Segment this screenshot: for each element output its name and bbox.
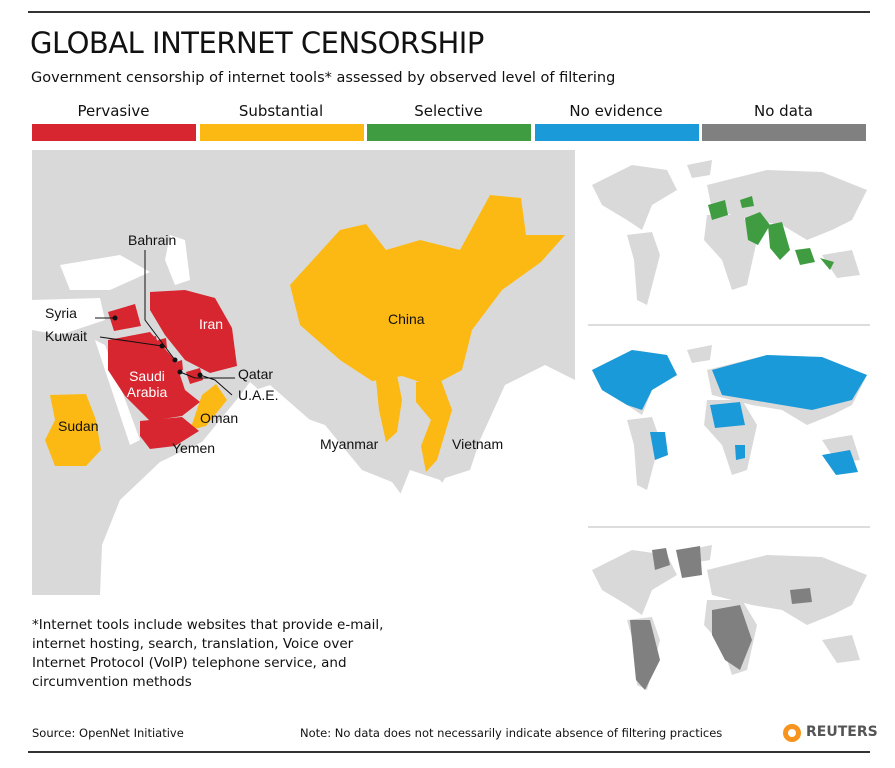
inset-region bbox=[820, 258, 834, 270]
inset-region bbox=[790, 588, 812, 604]
legend-swatch bbox=[32, 124, 196, 141]
country-shape bbox=[176, 360, 183, 370]
inset-region bbox=[710, 402, 745, 428]
country-shape bbox=[376, 370, 402, 442]
inset-region bbox=[795, 248, 815, 265]
legend-label: No data bbox=[754, 102, 813, 120]
inset-region bbox=[650, 432, 668, 460]
country-label: Saudi Arabia bbox=[126, 368, 168, 400]
country-shape bbox=[190, 384, 227, 430]
country-label: U.A.E. bbox=[238, 387, 279, 403]
inset-region bbox=[740, 196, 754, 208]
country-label: Qatar bbox=[238, 366, 274, 382]
legend-label: No evidence bbox=[569, 102, 663, 120]
country-label: Syria bbox=[45, 305, 77, 321]
inset-region bbox=[735, 445, 745, 460]
legend-label: Pervasive bbox=[77, 102, 150, 120]
country-shape bbox=[186, 368, 203, 384]
brand: REUTERS bbox=[806, 724, 878, 740]
country-label: Vietnam bbox=[452, 436, 504, 452]
inset-region bbox=[592, 350, 677, 410]
country-label: Kuwait bbox=[45, 328, 88, 344]
location-dots bbox=[112, 315, 203, 378]
country-shape bbox=[108, 304, 141, 331]
legend-swatch bbox=[702, 124, 866, 141]
subtitle: Government censorship of internet tools*… bbox=[31, 70, 616, 86]
country-shape bbox=[290, 195, 565, 386]
leader-lines bbox=[95, 250, 235, 396]
country-label: Myanmar bbox=[320, 436, 379, 452]
inset-region bbox=[712, 605, 752, 670]
inset-region bbox=[745, 212, 770, 245]
inset-region bbox=[822, 450, 858, 475]
country-label: Oman bbox=[200, 410, 239, 426]
legend-label: Selective bbox=[414, 102, 483, 120]
reuters-logo bbox=[783, 724, 801, 742]
inset-region bbox=[630, 620, 660, 690]
source: Source: OpenNet Initiative bbox=[32, 726, 184, 740]
legend-swatch bbox=[367, 124, 531, 141]
note: Note: No data does not necessarily indic… bbox=[300, 726, 723, 740]
country-label: China bbox=[388, 311, 425, 327]
inset-region bbox=[652, 548, 670, 570]
inset-colors bbox=[592, 196, 867, 690]
country-shape bbox=[140, 417, 199, 449]
legend-label: Substantial bbox=[238, 102, 324, 120]
country-label: Yemen bbox=[172, 440, 216, 456]
country-shape bbox=[45, 394, 101, 466]
legend-swatch bbox=[199, 124, 364, 141]
inset-region bbox=[708, 200, 728, 220]
country-label: Iran bbox=[198, 316, 224, 332]
country-shape bbox=[108, 332, 200, 421]
country-label: Sudan bbox=[58, 418, 99, 434]
inset-region bbox=[676, 546, 702, 578]
title: GLOBAL INTERNET CENSORSHIP bbox=[30, 26, 484, 60]
footnote: *Internet tools include websites that pr… bbox=[32, 617, 384, 690]
country-label: Bahrain bbox=[128, 232, 177, 248]
inset-maps bbox=[588, 160, 870, 690]
inset-region bbox=[768, 222, 790, 260]
country-shapes bbox=[45, 195, 565, 472]
inset-region bbox=[712, 355, 867, 410]
country-shape bbox=[150, 290, 237, 373]
country-shape bbox=[416, 380, 452, 472]
legend-swatch bbox=[534, 124, 699, 141]
